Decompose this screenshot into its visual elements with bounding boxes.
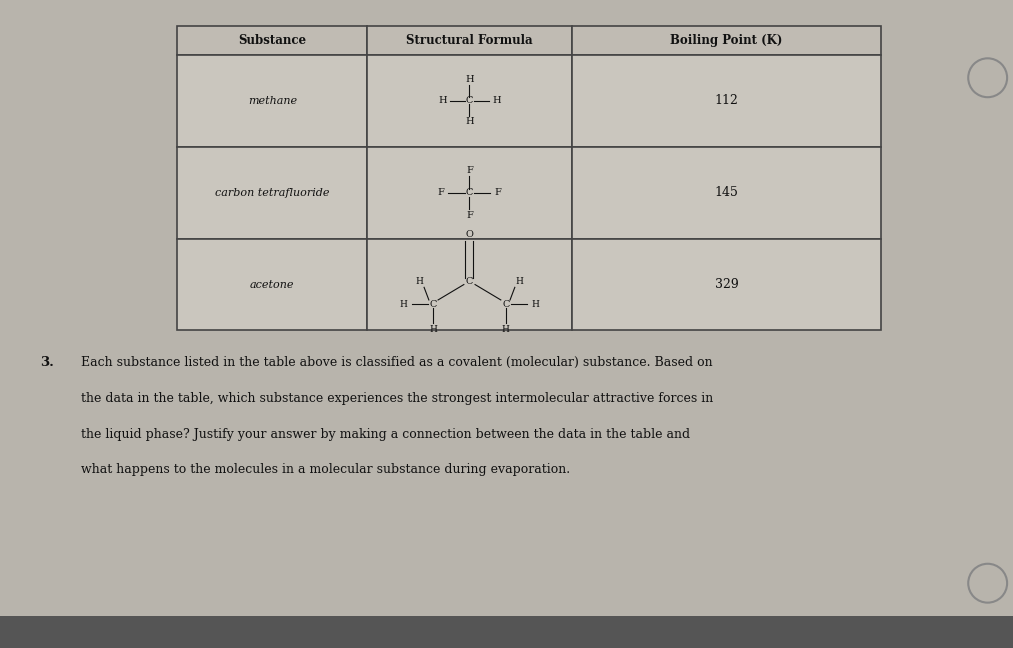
Text: the data in the table, which substance experiences the strongest intermolecular : the data in the table, which substance e…: [81, 392, 713, 405]
Text: acetone: acetone: [250, 279, 295, 290]
Text: H: H: [516, 277, 524, 286]
Text: methane: methane: [248, 96, 297, 106]
FancyBboxPatch shape: [571, 238, 881, 330]
Text: C: C: [430, 299, 437, 308]
FancyBboxPatch shape: [0, 616, 1013, 648]
Text: Structural Formula: Structural Formula: [406, 34, 533, 47]
FancyBboxPatch shape: [571, 26, 881, 55]
Text: H: H: [430, 325, 437, 334]
FancyBboxPatch shape: [368, 146, 571, 238]
Text: H: H: [415, 277, 423, 286]
Text: the liquid phase? Justify your answer by making a connection between the data in: the liquid phase? Justify your answer by…: [81, 428, 690, 441]
Text: what happens to the molecules in a molecular substance during evaporation.: what happens to the molecules in a molec…: [81, 463, 570, 476]
FancyBboxPatch shape: [368, 238, 571, 330]
Text: 329: 329: [714, 278, 738, 291]
Text: F: F: [494, 188, 501, 197]
Text: F: F: [438, 188, 445, 197]
Text: carbon tetrafluoride: carbon tetrafluoride: [215, 188, 329, 198]
Text: O: O: [466, 229, 473, 238]
Text: Substance: Substance: [238, 34, 306, 47]
Text: H: H: [465, 117, 474, 126]
Text: Boiling Point (K): Boiling Point (K): [671, 34, 783, 47]
Text: 112: 112: [714, 95, 738, 108]
FancyBboxPatch shape: [177, 55, 368, 146]
Text: H: H: [400, 299, 407, 308]
Text: H: H: [465, 75, 474, 84]
Text: H: H: [439, 97, 447, 105]
Text: Each substance listed in the table above is classified as a covalent (molecular): Each substance listed in the table above…: [81, 356, 713, 369]
Text: H: H: [531, 299, 539, 308]
Text: C: C: [466, 97, 473, 105]
Text: 3.: 3.: [41, 356, 55, 369]
Text: H: H: [501, 325, 510, 334]
Text: C: C: [502, 299, 510, 308]
Text: F: F: [466, 211, 473, 220]
Text: C: C: [466, 188, 473, 197]
FancyBboxPatch shape: [368, 55, 571, 146]
FancyBboxPatch shape: [571, 55, 881, 146]
FancyBboxPatch shape: [177, 238, 368, 330]
Text: F: F: [466, 166, 473, 175]
FancyBboxPatch shape: [177, 146, 368, 238]
Text: C: C: [466, 277, 473, 286]
FancyBboxPatch shape: [368, 26, 571, 55]
FancyBboxPatch shape: [177, 26, 368, 55]
Text: H: H: [492, 97, 500, 105]
Text: 145: 145: [714, 186, 738, 199]
FancyBboxPatch shape: [571, 146, 881, 238]
